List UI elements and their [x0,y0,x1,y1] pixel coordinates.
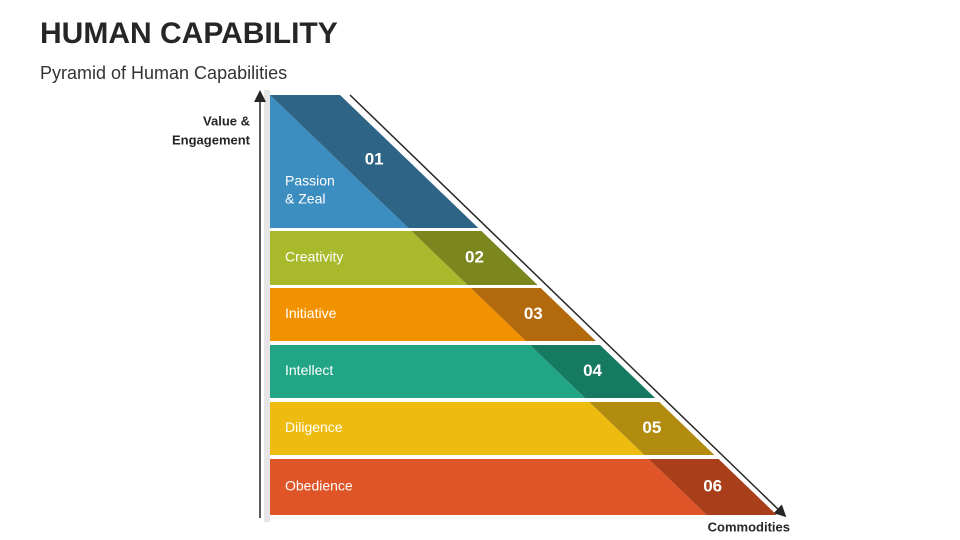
level-label: Intellect [285,362,333,378]
subtitle: Pyramid of Human Capabilities [40,63,287,83]
level-number: 06 [703,476,722,495]
level-edge [589,402,715,455]
level-band [270,459,707,515]
level-band [270,231,468,285]
x-axis [349,94,787,518]
level-number: 05 [642,418,661,437]
level-label: & Zeal [285,191,325,207]
level-band [270,402,645,455]
level-number: 03 [524,304,543,323]
level-label: Diligence [285,419,343,435]
level-edge [470,288,596,341]
level-label: Creativity [285,249,343,265]
y-axis-label: Engagement [172,132,251,147]
level-edge [270,95,479,228]
level-label: Passion [285,173,335,189]
title: HUMAN CAPABILITY [40,17,338,50]
x-axis-label: Commodities [708,519,790,534]
level-number: 02 [465,247,484,266]
level-edge [530,345,656,398]
axis-shadow [264,90,270,522]
level-label: Initiative [285,305,337,321]
level-edge [411,231,538,285]
level-band [270,345,586,398]
level-number: 04 [583,361,602,380]
level-edge [648,459,777,515]
y-axis-label: Value & [203,113,250,128]
level-number: 01 [365,149,384,168]
level-band [270,288,526,341]
level-label: Obedience [285,478,353,494]
